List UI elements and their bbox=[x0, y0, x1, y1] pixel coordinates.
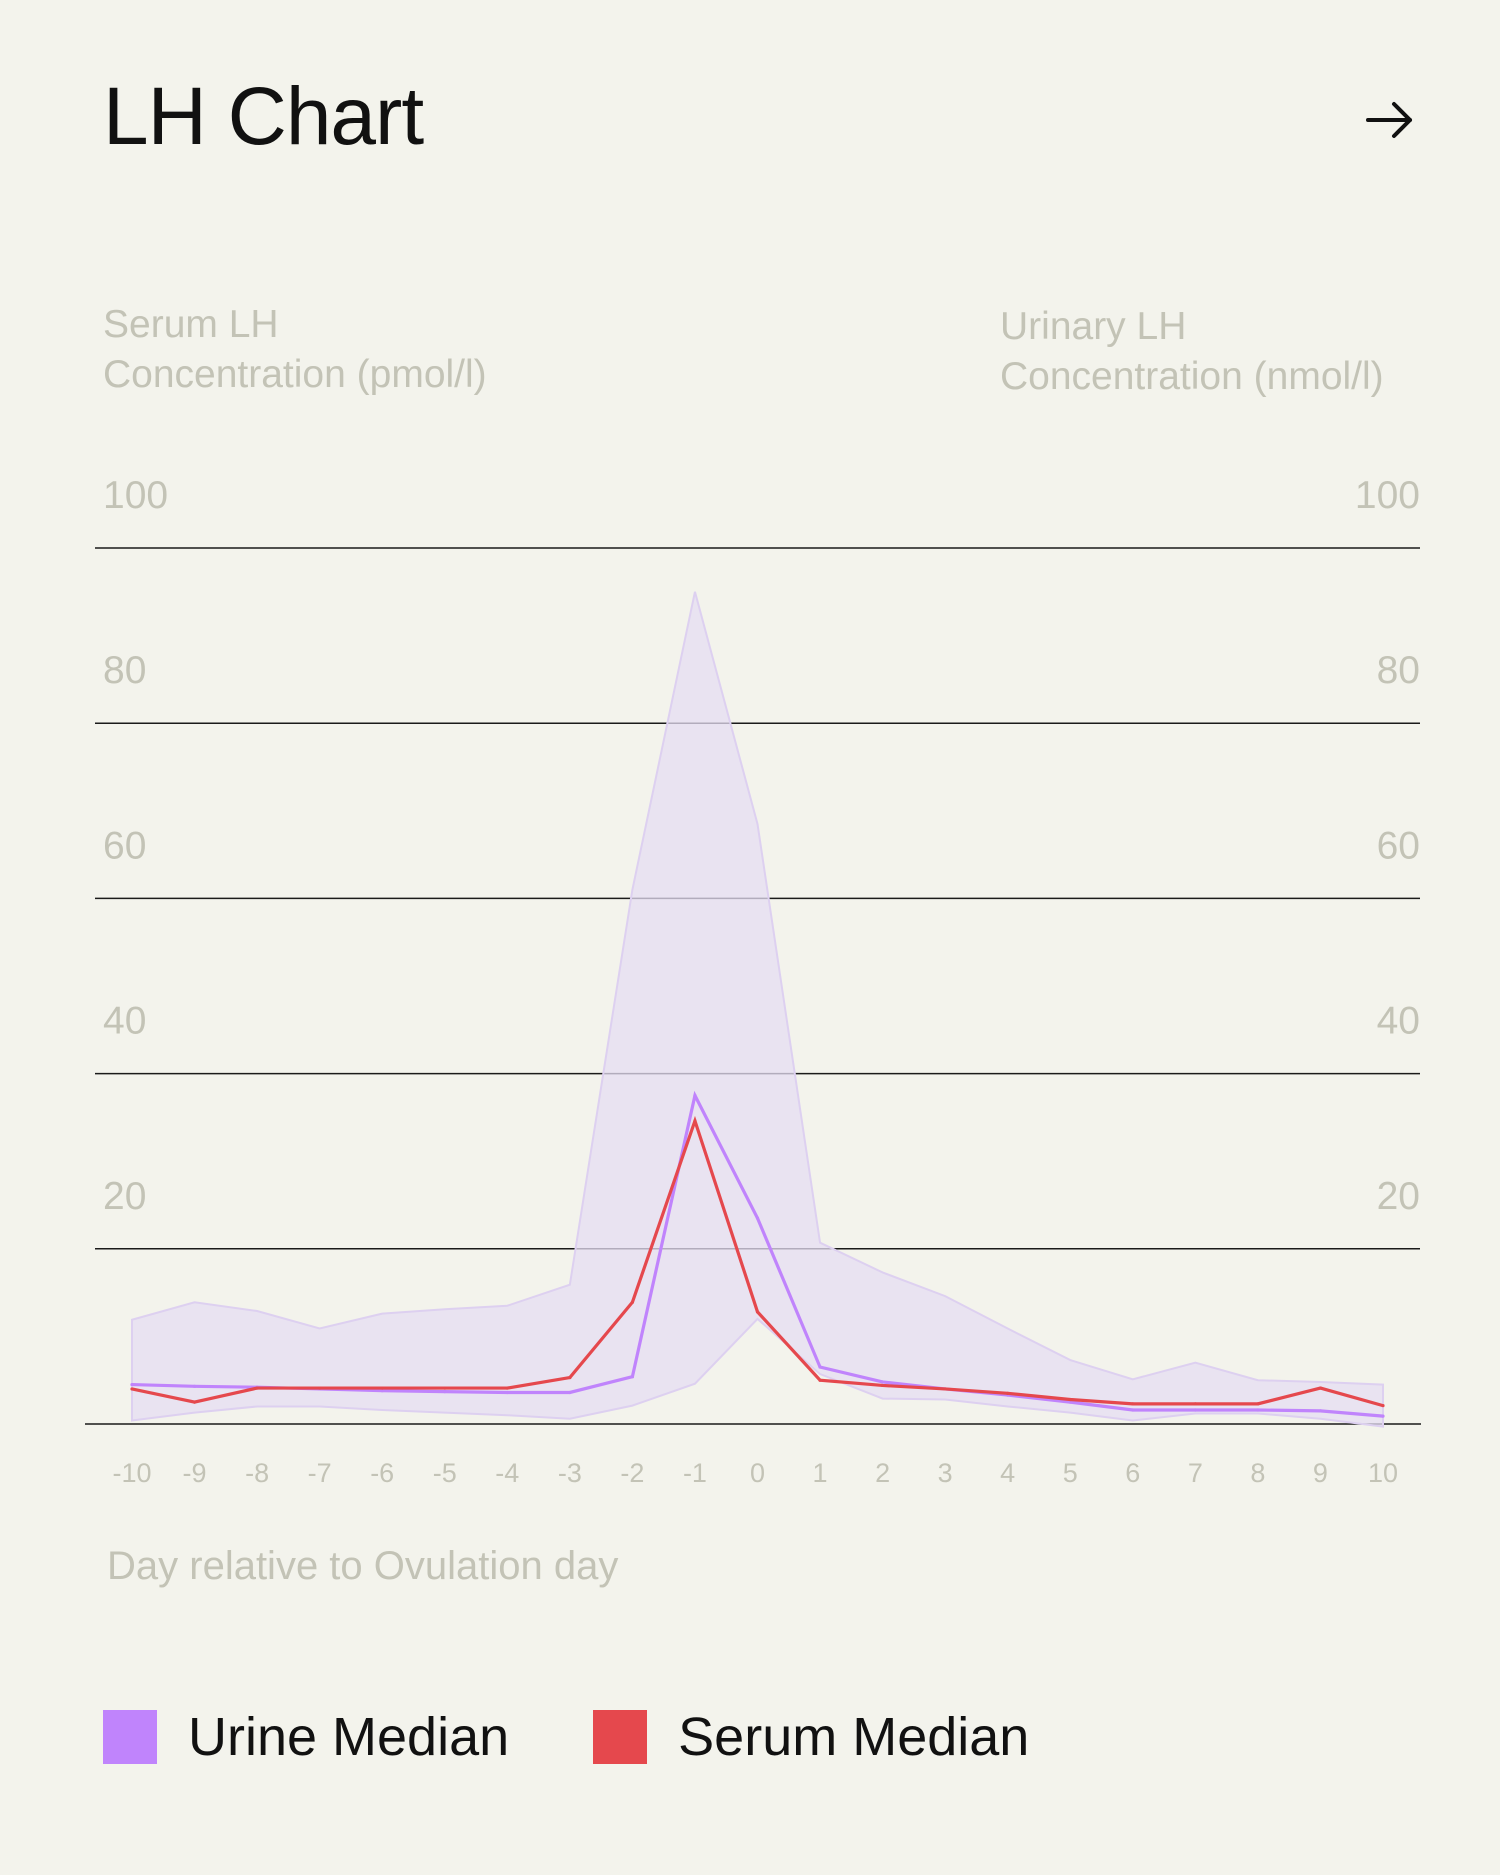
x-tick-6: 6 bbox=[1125, 1458, 1140, 1488]
point-urine-median--9 bbox=[192, 1384, 197, 1388]
x-tick--8: -8 bbox=[245, 1458, 269, 1488]
x-tick-1: 1 bbox=[813, 1458, 828, 1488]
point-serum-median-2 bbox=[881, 1383, 885, 1388]
point-urine-median-6 bbox=[1131, 1408, 1135, 1412]
x-tick--9: -9 bbox=[183, 1458, 207, 1488]
x-axis-title: Day relative to Ovulation day bbox=[107, 1544, 619, 1588]
point-serum-median--10 bbox=[130, 1387, 134, 1391]
x-tick--4: -4 bbox=[495, 1458, 519, 1488]
y-axis-right-title: Urinary LH Concentration (nmol/l) bbox=[1000, 302, 1384, 402]
point-urine-median--1 bbox=[693, 1093, 697, 1098]
point-urine-median-9 bbox=[1318, 1409, 1323, 1413]
legend-label-serum: Serum Median bbox=[678, 1707, 1030, 1767]
x-tick--10: -10 bbox=[112, 1458, 151, 1488]
point-serum-median-7 bbox=[1193, 1402, 1197, 1406]
x-tick--3: -3 bbox=[558, 1458, 582, 1488]
range-band bbox=[131, 591, 1384, 1428]
point-urine-median-10 bbox=[1381, 1414, 1385, 1418]
y-axis-right-title-line-2: Concentration (nmol/l) bbox=[1000, 355, 1384, 398]
legend-swatch-serum bbox=[593, 1710, 648, 1764]
x-tick--1: -1 bbox=[683, 1458, 707, 1488]
arrow-right-icon[interactable] bbox=[1362, 92, 1418, 148]
point-serum-median--2 bbox=[630, 1300, 635, 1304]
point-urine-median-2 bbox=[881, 1380, 885, 1384]
x-tick-8: 8 bbox=[1250, 1458, 1265, 1488]
point-serum-median-9 bbox=[1318, 1386, 1323, 1390]
point-urine-median--6 bbox=[380, 1389, 384, 1393]
point-urine-median--5 bbox=[443, 1389, 447, 1394]
point-serum-median-0 bbox=[755, 1310, 760, 1314]
x-tick-2: 2 bbox=[875, 1458, 890, 1488]
y-tick-left-80: 80 bbox=[103, 649, 146, 692]
y-tick-right-20: 20 bbox=[1377, 1175, 1420, 1218]
legend-item-serum: Serum Median bbox=[593, 1706, 1029, 1768]
x-tick-5: 5 bbox=[1063, 1458, 1078, 1488]
y-tick-left-40: 40 bbox=[103, 1000, 146, 1043]
point-serum-median--3 bbox=[568, 1375, 572, 1380]
point-urine-median--3 bbox=[568, 1390, 572, 1395]
x-tick-3: 3 bbox=[938, 1458, 953, 1488]
y-axis-left-title-line-2: Concentration (pmol/l) bbox=[103, 353, 487, 396]
x-tick-4: 4 bbox=[1000, 1458, 1015, 1488]
y-axis-left-title-line-1: Serum LH bbox=[103, 303, 279, 346]
point-serum-median--1 bbox=[693, 1119, 697, 1123]
y-tick-left-100: 100 bbox=[103, 474, 168, 517]
point-serum-median-4 bbox=[1006, 1391, 1010, 1395]
point-serum-median--9 bbox=[192, 1400, 197, 1404]
point-serum-median--4 bbox=[505, 1386, 509, 1390]
x-tick--5: -5 bbox=[433, 1458, 457, 1488]
x-tick-10: 10 bbox=[1368, 1458, 1398, 1488]
point-urine-median-8 bbox=[1256, 1408, 1260, 1412]
y-tick-right-80: 80 bbox=[1377, 649, 1420, 692]
point-serum-median-3 bbox=[943, 1387, 947, 1391]
point-urine-median--2 bbox=[630, 1375, 635, 1379]
y-tick-left-20: 20 bbox=[103, 1175, 146, 1218]
legend-item-urine: Urine Median bbox=[103, 1706, 509, 1768]
point-urine-median-7 bbox=[1193, 1408, 1197, 1412]
y-tick-right-100: 100 bbox=[1355, 474, 1420, 517]
point-serum-median--5 bbox=[443, 1386, 447, 1390]
y-axis-left-title: Serum LH Concentration (pmol/l) bbox=[103, 300, 487, 400]
point-serum-median-6 bbox=[1131, 1402, 1135, 1406]
point-serum-median--8 bbox=[255, 1386, 259, 1390]
point-serum-median--6 bbox=[380, 1386, 384, 1390]
chart-title: LH Chart bbox=[103, 71, 424, 162]
x-tick--2: -2 bbox=[620, 1458, 644, 1488]
y-tick-right-40: 40 bbox=[1377, 1000, 1420, 1043]
point-serum-median-10 bbox=[1381, 1404, 1385, 1408]
x-tick-7: 7 bbox=[1188, 1458, 1203, 1488]
point-urine-median--4 bbox=[505, 1390, 509, 1395]
point-urine-median-1 bbox=[818, 1365, 822, 1369]
legend: Urine Median Serum Median bbox=[103, 1706, 1113, 1768]
point-serum-median-1 bbox=[818, 1378, 822, 1382]
point-serum-median-5 bbox=[1068, 1397, 1072, 1402]
y-tick-right-60: 60 bbox=[1377, 824, 1420, 867]
point-urine-median-5 bbox=[1068, 1400, 1072, 1404]
x-tick-9: 9 bbox=[1313, 1458, 1328, 1488]
y-tick-left-60: 60 bbox=[103, 824, 146, 867]
x-tick--7: -7 bbox=[308, 1458, 332, 1488]
point-urine-median-0 bbox=[755, 1216, 760, 1220]
legend-swatch-urine bbox=[103, 1710, 157, 1764]
point-urine-median--10 bbox=[130, 1382, 134, 1387]
y-axis-right-title-line-1: Urinary LH bbox=[1000, 305, 1187, 348]
point-serum-median--7 bbox=[318, 1386, 322, 1390]
point-serum-median-8 bbox=[1256, 1402, 1260, 1406]
x-tick-0: 0 bbox=[750, 1458, 765, 1488]
legend-label-urine: Urine Median bbox=[188, 1707, 510, 1767]
x-tick--6: -6 bbox=[370, 1458, 394, 1488]
